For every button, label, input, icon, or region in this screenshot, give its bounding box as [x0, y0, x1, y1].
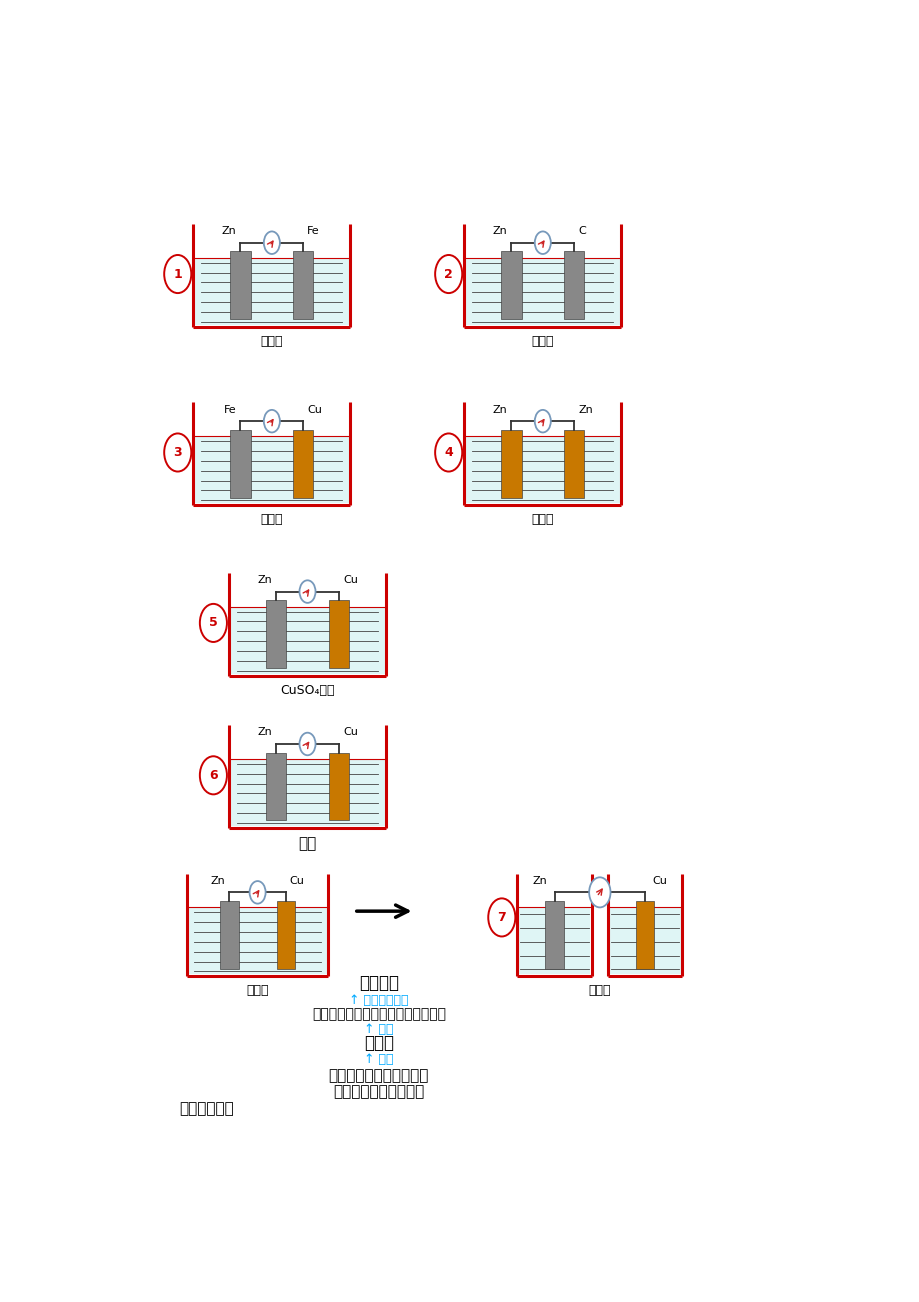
Circle shape — [300, 733, 315, 755]
Text: 4: 4 — [444, 447, 452, 460]
Circle shape — [534, 410, 550, 432]
Text: Cu: Cu — [343, 728, 357, 737]
Text: Cu: Cu — [652, 876, 666, 885]
Circle shape — [300, 581, 315, 603]
Bar — [266, 753, 286, 820]
Text: 稀硫酸: 稀硫酸 — [588, 984, 610, 997]
Circle shape — [264, 232, 279, 254]
Text: ↑ 导致: ↑ 导致 — [364, 1023, 393, 1036]
Circle shape — [249, 881, 266, 904]
Text: C: C — [578, 227, 585, 236]
Text: 稀硫酸: 稀硫酸 — [246, 984, 268, 997]
Text: Zn: Zn — [578, 405, 593, 414]
Text: Fe: Fe — [223, 405, 236, 414]
Circle shape — [164, 434, 191, 471]
Text: Zn: Zn — [257, 575, 272, 585]
Bar — [231, 759, 384, 825]
Bar — [465, 258, 619, 324]
Text: 5: 5 — [209, 616, 218, 629]
Circle shape — [199, 604, 227, 642]
Bar — [220, 901, 238, 969]
Bar — [501, 251, 521, 319]
Text: 3: 3 — [174, 447, 182, 460]
Circle shape — [588, 878, 610, 907]
Bar — [545, 901, 563, 969]
Text: 氧化还原反应中转移的电子定向移动: 氧化还原反应中转移的电子定向移动 — [312, 1008, 446, 1021]
Text: 6: 6 — [209, 768, 218, 781]
Text: Cu: Cu — [343, 575, 357, 585]
Text: 7: 7 — [497, 911, 505, 924]
Circle shape — [435, 434, 461, 471]
Bar — [501, 430, 521, 497]
Text: Cu: Cu — [307, 405, 322, 414]
Text: ↑ 通过闭合回路: ↑ 通过闭合回路 — [348, 993, 408, 1006]
Bar — [518, 907, 589, 974]
Text: 1: 1 — [173, 267, 182, 280]
Text: Zn: Zn — [257, 728, 272, 737]
Bar — [266, 600, 286, 668]
Bar — [231, 607, 384, 673]
Circle shape — [488, 898, 515, 936]
Circle shape — [435, 255, 461, 293]
Bar — [465, 436, 619, 503]
Text: Zn: Zn — [532, 876, 547, 885]
Text: Zn: Zn — [210, 876, 225, 885]
Bar — [230, 430, 250, 497]
Text: 电势差: 电势差 — [363, 1035, 393, 1052]
Bar — [563, 251, 584, 319]
Text: 稀硫酸: 稀硫酸 — [260, 335, 283, 348]
Bar — [293, 430, 313, 497]
Text: 活动性不同的两个电极间: 活动性不同的两个电极间 — [328, 1068, 428, 1083]
Bar — [188, 907, 326, 974]
Circle shape — [199, 756, 227, 794]
Circle shape — [164, 255, 191, 293]
Text: Zn: Zn — [492, 405, 506, 414]
Text: Fe: Fe — [307, 227, 320, 236]
Bar — [563, 430, 584, 497]
Bar — [328, 753, 348, 820]
Text: 稀硫酸: 稀硫酸 — [260, 513, 283, 526]
Text: 产生电流: 产生电流 — [358, 974, 398, 992]
Text: 酒精: 酒精 — [298, 836, 316, 852]
Bar — [277, 901, 295, 969]
Bar — [230, 251, 250, 319]
Text: 稀硫酸: 稀硫酸 — [531, 335, 553, 348]
Text: Zn: Zn — [492, 227, 506, 236]
Text: 分析与总结：: 分析与总结： — [179, 1101, 233, 1116]
Bar — [195, 436, 348, 503]
Circle shape — [264, 410, 279, 432]
Bar — [293, 251, 313, 319]
Text: CuSO₄溶液: CuSO₄溶液 — [280, 684, 335, 697]
Circle shape — [534, 232, 550, 254]
Text: ↑ 存在: ↑ 存在 — [364, 1053, 393, 1066]
Bar — [328, 600, 348, 668]
Bar — [195, 258, 348, 324]
Text: 2: 2 — [444, 267, 452, 280]
Bar — [635, 901, 653, 969]
Text: （即失电子能力不同）: （即失电子能力不同） — [333, 1085, 424, 1099]
Bar — [609, 907, 680, 974]
Text: Zn: Zn — [221, 227, 236, 236]
Text: 稀硫酸: 稀硫酸 — [531, 513, 553, 526]
Text: Cu: Cu — [289, 876, 304, 885]
